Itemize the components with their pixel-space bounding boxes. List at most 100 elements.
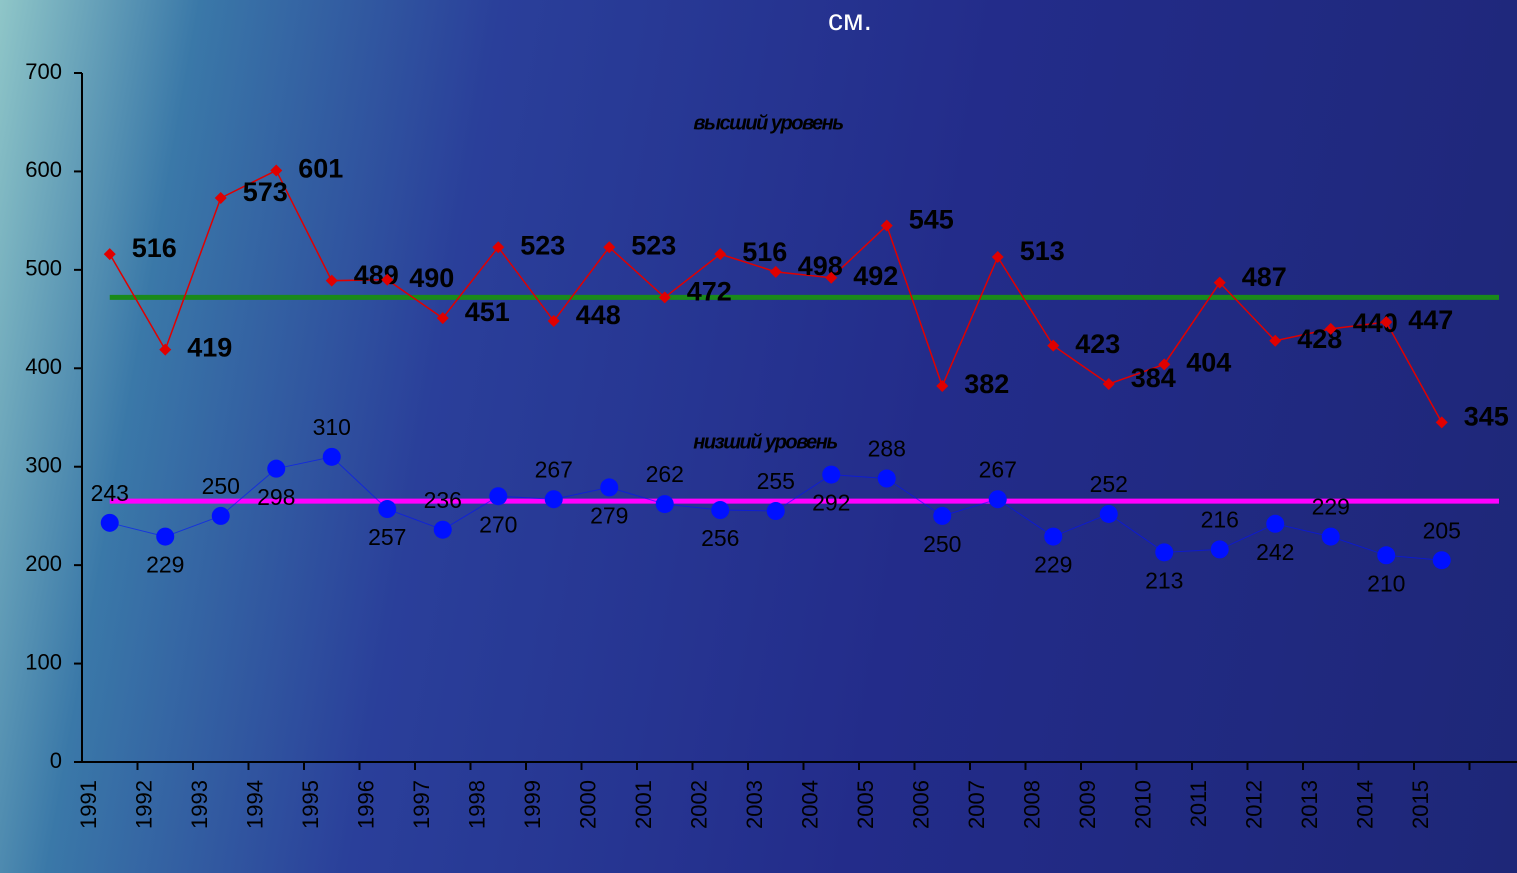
x-tick-label: 2003 bbox=[742, 780, 767, 829]
data-label: 257 bbox=[368, 524, 406, 550]
data-label: 419 bbox=[187, 333, 232, 363]
marker bbox=[711, 501, 730, 520]
data-label: 213 bbox=[1145, 567, 1183, 593]
data-label: 256 bbox=[701, 525, 739, 551]
data-label: 310 bbox=[313, 414, 351, 440]
x-tick-label: 1997 bbox=[409, 780, 434, 829]
x-tick-label: 2001 bbox=[631, 780, 656, 829]
marker bbox=[159, 343, 172, 356]
marker bbox=[766, 502, 785, 521]
marker bbox=[988, 490, 1007, 509]
marker bbox=[381, 273, 394, 286]
marker bbox=[1213, 276, 1226, 289]
data-label: 516 bbox=[742, 237, 787, 267]
marker bbox=[270, 164, 283, 177]
marker bbox=[1210, 540, 1229, 559]
data-label: 242 bbox=[1256, 539, 1294, 565]
marker bbox=[489, 487, 508, 506]
marker bbox=[1044, 527, 1063, 546]
marker bbox=[933, 506, 952, 525]
data-label: 255 bbox=[757, 468, 795, 494]
x-tick-label: 2009 bbox=[1075, 780, 1100, 829]
y-tick-label: 600 bbox=[25, 157, 62, 182]
marker bbox=[658, 291, 671, 304]
x-tick-label: 2014 bbox=[1352, 780, 1377, 829]
data-label: 516 bbox=[132, 233, 177, 263]
marker bbox=[936, 380, 949, 393]
marker bbox=[1155, 543, 1174, 562]
data-label: 472 bbox=[687, 277, 732, 307]
x-tick-label: 2012 bbox=[1241, 780, 1266, 829]
x-tick-label: 2004 bbox=[797, 780, 822, 829]
chart-title: см. bbox=[828, 4, 872, 37]
marker bbox=[1432, 551, 1451, 570]
data-label: 205 bbox=[1423, 517, 1461, 543]
marker bbox=[603, 241, 616, 254]
x-tick-label: 1999 bbox=[520, 780, 545, 829]
data-label: 229 bbox=[146, 552, 184, 578]
data-label: 292 bbox=[812, 490, 850, 516]
data-label: 267 bbox=[535, 456, 573, 482]
marker bbox=[325, 274, 338, 287]
marker bbox=[1266, 514, 1285, 533]
y-tick-label: 0 bbox=[50, 748, 62, 773]
x-tick-label: 2007 bbox=[964, 780, 989, 829]
marker bbox=[600, 478, 619, 497]
marker bbox=[769, 265, 782, 278]
marker bbox=[822, 465, 841, 484]
marker bbox=[1321, 527, 1340, 546]
x-tick-label: 2000 bbox=[575, 780, 600, 829]
data-label: 382 bbox=[964, 369, 1009, 399]
marker bbox=[267, 459, 286, 478]
data-label: 423 bbox=[1075, 329, 1120, 359]
data-label: 384 bbox=[1131, 363, 1176, 393]
data-label: 279 bbox=[590, 502, 628, 528]
x-tick-label: 2011 bbox=[1186, 780, 1211, 827]
marker bbox=[714, 248, 727, 261]
data-label: 262 bbox=[646, 461, 684, 487]
marker bbox=[156, 527, 175, 546]
x-tick-label: 2008 bbox=[1019, 780, 1044, 829]
marker bbox=[1435, 416, 1448, 429]
y-tick-label: 400 bbox=[25, 354, 62, 379]
marker bbox=[1047, 339, 1060, 352]
data-label: 345 bbox=[1464, 402, 1509, 432]
marker bbox=[1324, 322, 1337, 335]
x-tick-label: 2006 bbox=[908, 780, 933, 829]
marker bbox=[1102, 378, 1115, 391]
x-tick-label: 1995 bbox=[298, 780, 323, 829]
data-label: 573 bbox=[243, 177, 288, 207]
data-label: 404 bbox=[1186, 347, 1231, 377]
marker bbox=[880, 219, 893, 232]
data-label: 250 bbox=[923, 531, 961, 557]
y-tick-label: 300 bbox=[25, 453, 62, 478]
data-label: 487 bbox=[1242, 262, 1287, 292]
data-label: 267 bbox=[979, 456, 1017, 482]
x-tick-label: 2013 bbox=[1297, 780, 1322, 829]
data-label: 448 bbox=[576, 300, 621, 330]
marker bbox=[1099, 504, 1118, 523]
marker bbox=[1269, 334, 1282, 347]
y-tick-label: 700 bbox=[25, 59, 62, 84]
data-label: 236 bbox=[424, 487, 462, 513]
annotation: низший уровень bbox=[693, 431, 837, 453]
marker bbox=[655, 495, 674, 514]
x-tick-label: 1998 bbox=[464, 780, 489, 829]
data-label: 270 bbox=[479, 511, 517, 537]
data-label: 229 bbox=[1034, 552, 1072, 578]
data-label: 492 bbox=[853, 261, 898, 291]
y-tick-label: 500 bbox=[25, 256, 62, 281]
x-tick-label: 2005 bbox=[853, 780, 878, 829]
data-label: 250 bbox=[202, 473, 240, 499]
marker bbox=[436, 312, 449, 325]
y-tick-label: 100 bbox=[25, 649, 62, 674]
marker bbox=[1158, 358, 1171, 371]
x-tick-label: 1991 bbox=[76, 780, 101, 829]
marker bbox=[877, 469, 896, 488]
marker bbox=[544, 490, 563, 509]
data-label: 489 bbox=[354, 260, 399, 290]
marker bbox=[492, 241, 505, 254]
x-tick-label: 2002 bbox=[686, 780, 711, 829]
y-tick-label: 200 bbox=[25, 551, 62, 576]
